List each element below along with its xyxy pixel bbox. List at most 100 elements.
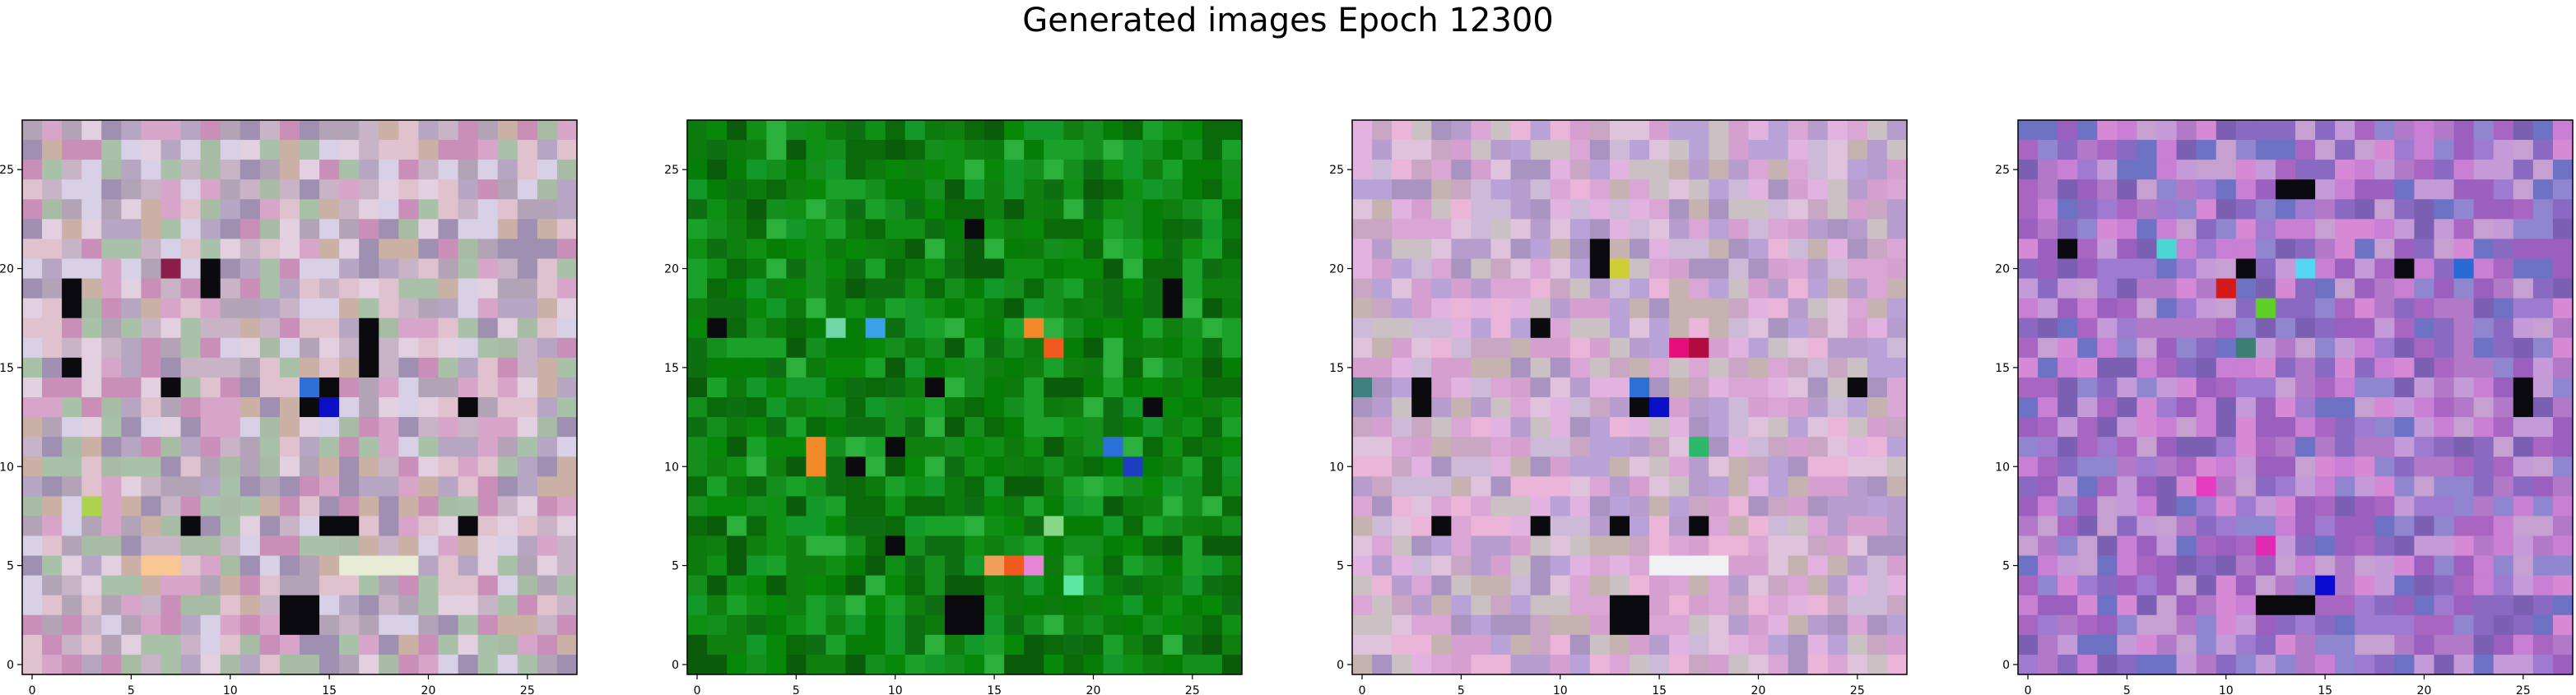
pixel-cell xyxy=(1004,417,1025,438)
pixel-cell xyxy=(2453,120,2475,141)
pixel-cell xyxy=(2414,535,2434,556)
pixel-cell xyxy=(865,456,886,477)
pixel-cell xyxy=(2117,595,2137,616)
pixel-cell xyxy=(220,496,241,517)
pixel-cell xyxy=(359,417,379,438)
pixel-cell xyxy=(1490,120,1511,141)
pixel-cell xyxy=(687,140,708,160)
pixel-cell xyxy=(2156,634,2177,656)
pixel-cell xyxy=(1788,239,1809,259)
pixel-cell xyxy=(1768,179,1788,200)
pixel-cell xyxy=(2394,654,2415,675)
pixel-cell xyxy=(904,120,926,141)
pixel-cell xyxy=(300,575,320,596)
pixel-cell xyxy=(2453,179,2475,200)
pixel-cell xyxy=(1004,199,1025,220)
pixel-cell xyxy=(1886,535,1908,556)
pixel-cell xyxy=(984,337,1005,359)
pixel-cell xyxy=(1044,417,1064,438)
pixel-cell xyxy=(924,258,946,279)
pixel-cell xyxy=(1649,337,1670,359)
pixel-cell xyxy=(2077,337,2098,359)
pixel-cell xyxy=(1063,120,1084,141)
y-tick-label: 15 xyxy=(1329,362,1344,375)
pixel-cell xyxy=(1827,634,1848,656)
pixel-cell xyxy=(984,417,1005,438)
pixel-cell xyxy=(1768,278,1788,299)
pixel-cell xyxy=(904,496,926,517)
pixel-cell xyxy=(2097,337,2118,359)
pixel-cell xyxy=(359,634,379,656)
pixel-cell xyxy=(845,516,867,536)
pixel-cell xyxy=(1471,614,1491,636)
pixel-cell xyxy=(2137,595,2157,616)
pixel-cell xyxy=(1202,535,1223,556)
pixel-cell xyxy=(1431,476,1452,497)
pixel-cell xyxy=(984,278,1005,299)
pixel-cell xyxy=(1689,496,1709,517)
pixel-cell xyxy=(2255,654,2276,675)
pixel-cell xyxy=(200,298,221,319)
pixel-cell xyxy=(687,496,708,517)
pixel-cell xyxy=(1709,337,1729,359)
pixel-cell xyxy=(1689,278,1709,299)
pixel-cell xyxy=(2137,417,2157,438)
pixel-cell xyxy=(1847,417,1868,438)
pixel-cell xyxy=(2414,179,2434,200)
pixel-cell xyxy=(2473,120,2495,141)
pixel-cell xyxy=(1709,357,1729,378)
pixel-cell xyxy=(1886,219,1908,239)
pixel-cell xyxy=(766,595,787,616)
pixel-cell xyxy=(1490,496,1511,517)
pixel-cell xyxy=(2434,516,2454,536)
pixel-cell xyxy=(1768,160,1788,180)
pixel-cell xyxy=(1392,258,1412,279)
pixel-cell xyxy=(2473,417,2495,438)
pixel-cell xyxy=(180,357,202,378)
pixel-cell xyxy=(259,219,281,239)
pixel-cell xyxy=(22,377,43,398)
pixel-cell xyxy=(141,219,161,239)
pixel-cell xyxy=(1221,417,1243,438)
pixel-cell xyxy=(379,160,399,180)
pixel-cell xyxy=(885,535,906,556)
pixel-cell xyxy=(438,575,458,596)
pixel-cell xyxy=(2434,239,2454,259)
pixel-cell xyxy=(1847,140,1868,160)
pixel-cell xyxy=(180,555,202,577)
pixel-cell xyxy=(1142,239,1164,259)
pixel-cell xyxy=(1728,417,1749,438)
pixel-cell xyxy=(1411,397,1432,418)
pixel-cell xyxy=(1510,298,1532,319)
pixel-cell xyxy=(1748,516,1769,536)
pixel-cell xyxy=(1867,140,1888,160)
pixel-cell xyxy=(687,634,708,656)
pixel-cell xyxy=(1530,555,1551,577)
pixel-cell xyxy=(200,555,221,577)
pixel-cell xyxy=(2532,377,2554,398)
pixel-cell xyxy=(1510,417,1532,438)
pixel-cell xyxy=(1807,160,1829,180)
pixel-cell xyxy=(2077,575,2098,596)
pixel-cell xyxy=(1788,437,1809,457)
pixel-cell xyxy=(2097,160,2118,180)
pixel-cell xyxy=(2176,634,2197,656)
pixel-cell xyxy=(1182,317,1203,339)
pixel-cell xyxy=(81,377,102,398)
pixel-cell xyxy=(2532,595,2554,616)
pixel-cell xyxy=(2414,634,2434,656)
pixel-cell xyxy=(101,179,122,200)
pixel-cell xyxy=(1510,278,1532,299)
y-tick-label: 20 xyxy=(1329,263,1344,276)
pixel-cell xyxy=(707,199,728,220)
pixel-cell xyxy=(2117,575,2137,596)
pixel-cell xyxy=(1510,140,1532,160)
pixel-cell xyxy=(2414,417,2434,438)
pixel-cell xyxy=(845,120,867,141)
pixel-cell xyxy=(42,516,63,536)
pixel-cell xyxy=(2473,258,2495,279)
pixel-cell xyxy=(727,199,747,220)
pixel-cell xyxy=(1372,219,1393,239)
pixel-cell xyxy=(1669,179,1690,200)
pixel-cell xyxy=(1867,476,1888,497)
